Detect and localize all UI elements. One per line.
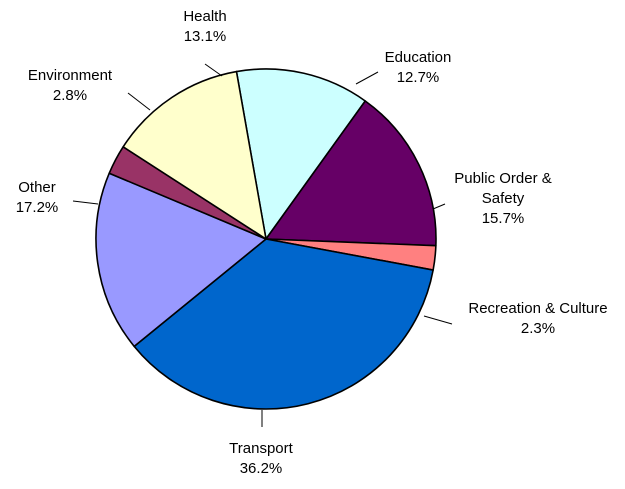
leader-line-other bbox=[72, 200, 99, 205]
slice-label-public-order-and-safety: Public Order & Safety 15.7% bbox=[454, 170, 552, 227]
pie-slice-health bbox=[122, 70, 267, 240]
slice-label-transport: Transport 36.2% bbox=[229, 440, 293, 477]
slice-value-label: 13.1% bbox=[184, 28, 227, 45]
slice-value-label: 12.7% bbox=[397, 69, 440, 86]
slice-label-recreation-and-culture: Recreation & Culture 2.3% bbox=[468, 300, 607, 337]
pie-slice-transport bbox=[133, 238, 434, 410]
slice-name-label: Other bbox=[18, 179, 56, 196]
pie-slices bbox=[95, 68, 437, 410]
leader-line-health bbox=[204, 63, 223, 77]
slice-value-label: 36.2% bbox=[240, 460, 283, 477]
slice-name-label: Environment bbox=[28, 67, 113, 84]
slice-label-other: Other 17.2% bbox=[16, 179, 59, 216]
slice-name-label: Safety bbox=[482, 190, 525, 207]
slice-name-label: Transport bbox=[229, 440, 293, 457]
slice-value-label: 2.3% bbox=[521, 320, 555, 337]
leader-line-recreation-and-culture bbox=[423, 315, 453, 325]
slice-name-label: Recreation & Culture bbox=[468, 300, 607, 317]
leader-line-public-order-and-safety bbox=[432, 203, 446, 210]
slice-value-label: 2.8% bbox=[53, 87, 87, 104]
slice-label-environment: Environment 2.8% bbox=[28, 67, 113, 104]
slice-name-label: Education bbox=[385, 49, 452, 66]
leader-lines bbox=[72, 63, 453, 427]
slice-labels: Education 12.7% Public Order & Safety 15.7% R… bbox=[16, 8, 608, 477]
slice-value-label: 17.2% bbox=[16, 199, 59, 216]
slice-name-label: Public Order & bbox=[454, 170, 552, 187]
pie-slice-other bbox=[95, 172, 267, 348]
slice-label-education: Education 12.7% bbox=[385, 49, 452, 86]
slice-label-health: Health 13.1% bbox=[183, 8, 226, 45]
slice-value-label: 15.7% bbox=[482, 210, 525, 227]
leader-line-education bbox=[355, 71, 379, 85]
leader-line-environment bbox=[127, 92, 151, 111]
pie-slice-education bbox=[235, 68, 367, 240]
pie-slice-public-order-and-safety bbox=[265, 100, 437, 247]
slice-name-label: Health bbox=[183, 8, 226, 25]
